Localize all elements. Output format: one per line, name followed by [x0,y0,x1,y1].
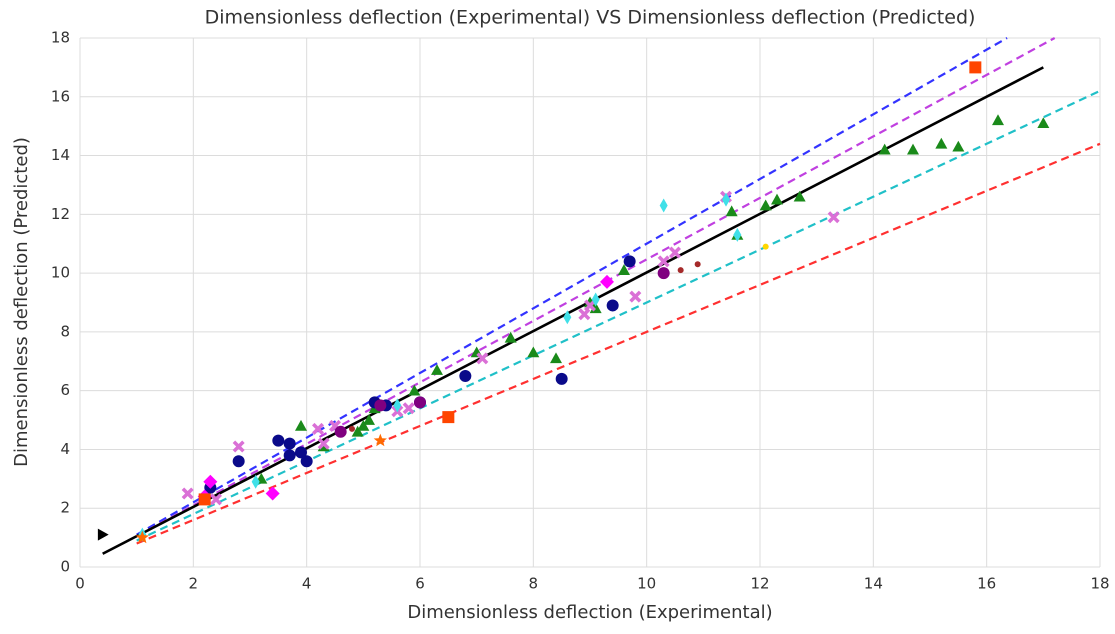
data-point [759,199,772,211]
y-axis-label: Dimensionless deflection (Predicted) [11,137,32,467]
reference-line [136,37,1056,538]
data-point [300,455,313,468]
data-point [414,396,426,409]
data-point [97,528,109,541]
data-point [295,419,307,431]
data-point [935,137,948,149]
data-point [1037,117,1050,129]
x-tick-label: 14 [864,575,883,593]
data-point [312,422,324,435]
data-point [659,198,668,213]
y-tick-label: 10 [51,264,70,282]
data-point [725,205,738,217]
data-point [504,331,517,343]
data-point [334,425,347,438]
data-point [563,310,572,325]
data-point [295,446,307,459]
data-point [373,433,387,447]
x-axis-label: Dimensionless deflection (Experimental) [407,602,772,623]
data-point [907,143,919,155]
data-point [351,425,364,437]
data-point [722,192,730,207]
data-point [623,255,636,268]
x-tick-label: 4 [302,575,312,593]
x-tick-label: 18 [1090,575,1109,593]
data-point [272,434,285,447]
y-tick-label: 6 [60,381,70,399]
y-tick-label: 0 [60,558,70,576]
data-point [762,243,769,250]
data-point [135,530,149,544]
y-tick-label: 2 [60,499,70,517]
data-point [232,455,245,468]
data-point [733,227,742,242]
data-point [793,190,806,202]
data-point [251,474,260,489]
data-point [408,384,421,396]
y-tick-label: 18 [51,29,70,47]
data-point [459,369,472,382]
data-point [232,440,245,453]
data-point [677,267,684,274]
data-point [669,246,681,259]
data-point [283,437,296,450]
x-tick-label: 6 [415,575,425,593]
data-point [203,474,218,489]
data-point [550,352,562,364]
data-point [629,290,642,303]
data-point [283,449,296,462]
data-point [771,193,783,205]
y-tick-label: 16 [51,87,70,105]
data-point [992,114,1004,126]
data-point [878,143,891,155]
data-point [578,308,591,321]
data-point [181,487,194,500]
y-tick-label: 8 [60,322,70,340]
x-tick-label: 8 [529,575,539,593]
x-tick-label: 2 [189,575,199,593]
data-point [476,352,489,365]
y-tick-label: 14 [51,146,70,164]
reference-line [136,142,1101,545]
data-point [349,425,355,432]
data-point [591,292,600,307]
x-tick-label: 0 [75,575,85,593]
x-tick-label: 16 [977,575,996,593]
data-point [527,346,540,358]
data-point [606,299,619,312]
data-point [584,299,596,312]
data-point [357,419,370,431]
data-point [210,493,222,506]
data-point [969,61,982,74]
data-point [402,402,415,415]
data-point [952,140,965,152]
data-point [618,264,630,275]
data-point [198,493,211,506]
data-point [827,211,840,224]
data-point [317,437,330,450]
data-point [555,372,568,385]
data-point [393,398,402,413]
data-point [431,364,443,375]
reference-line [136,89,1101,542]
data-point [374,399,387,412]
y-tick-label: 12 [51,205,70,223]
reference-line [102,66,1044,555]
x-tick-label: 10 [637,575,656,593]
data-point [363,414,375,425]
data-point [694,261,701,268]
x-tick-label: 12 [750,575,769,593]
reference-line [136,37,1008,536]
y-tick-label: 4 [60,440,70,458]
data-point [442,411,455,424]
chart-title: Dimensionless deflection (Experimental) … [205,7,976,29]
data-point [265,486,280,501]
data-point [657,255,670,268]
data-point [600,274,614,289]
data-point [657,267,670,280]
